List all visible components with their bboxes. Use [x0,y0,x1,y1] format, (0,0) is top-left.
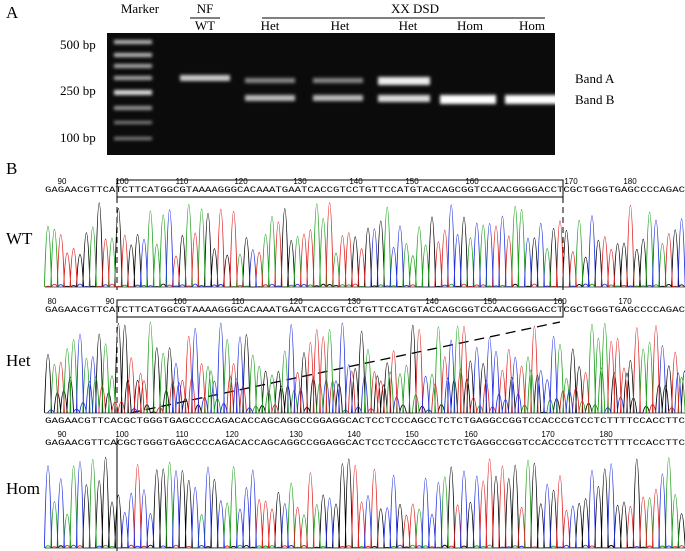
position: 140 [347,430,361,439]
sequence: GAGAACGTTCACGCTGGGTGAGCCCCAGACACCAGCAGGC… [45,417,685,426]
trace-label: Het [6,351,31,370]
band-label: Band A [575,71,615,86]
ladder-band [114,53,152,57]
position: 110 [176,177,189,186]
band [180,75,230,81]
lane-label: Het [399,18,418,33]
size-label: 500 bp [60,37,96,52]
band [378,95,430,102]
band [245,95,295,101]
group-label: XX DSD [391,1,439,16]
frame [116,299,564,318]
position: 90 [58,430,67,439]
position: 120 [234,177,248,186]
ladder-band [114,64,152,68]
band [313,78,363,83]
band [440,95,496,104]
position: 110 [232,297,245,306]
panel-label: B [6,159,17,178]
position: 110 [176,430,189,439]
lane-label: Het [261,18,280,33]
sequence: GAGAACGTTCACGCTGGGTGAGCCCCAGACACCAGCAGGC… [45,439,685,448]
bands [114,40,561,140]
position: 100 [115,430,129,439]
position: 140 [349,177,363,186]
position: 180 [599,430,613,439]
position: 100 [173,297,187,306]
position: 90 [106,297,115,306]
position: 150 [405,430,419,439]
lane-label: WT [195,18,215,33]
band-label: Band B [575,92,615,107]
lane-label: Marker [121,1,160,16]
ladder-band [114,137,152,140]
lane-label: NF [197,1,214,16]
lane-label: Het [331,18,350,33]
trace-label: Hom [6,479,40,498]
lane-label: Hom [519,18,545,33]
position: 130 [289,430,303,439]
position: 130 [347,297,361,306]
panel-label: A [6,3,19,22]
position: 180 [623,177,637,186]
trace-label: WT [6,229,33,248]
band [245,78,295,83]
position: 130 [293,177,307,186]
frame [116,179,564,198]
trace [47,322,683,414]
ladder-band [114,121,152,124]
trace [57,204,685,288]
ladder-band [114,90,152,95]
position: 170 [541,430,555,439]
trace [43,203,667,288]
trace [57,456,685,549]
band [505,95,561,104]
position: 160 [464,430,478,439]
size-label: 100 bp [60,130,96,145]
lane-label: Hom [457,18,483,33]
trace [50,321,685,414]
sequence: GAGAACGTTCATCTTCATGGCGTAAAAGGGCACAAATGAA… [45,306,685,315]
position: 80 [48,297,57,306]
position: 120 [289,297,303,306]
position: 100 [115,177,129,186]
position: 90 [58,177,67,186]
dash [129,321,561,414]
position: 150 [405,177,419,186]
ladder-band [114,106,152,110]
gel [107,33,555,155]
trace [51,458,685,549]
ladder-band [114,40,152,44]
position: 170 [564,177,578,186]
ladder-band [114,76,152,80]
position: 160 [553,297,567,306]
trace [56,325,680,414]
position: 170 [618,297,632,306]
position: 160 [465,177,479,186]
size-label: 250 bp [60,83,96,98]
sequence: GAGAACGTTCATCTTCATGGCGTAAAAGGGCACAAATGAA… [45,186,685,195]
band [378,77,430,85]
position: 120 [225,430,239,439]
position: 140 [425,297,439,306]
band [313,95,363,101]
position: 150 [483,297,497,306]
